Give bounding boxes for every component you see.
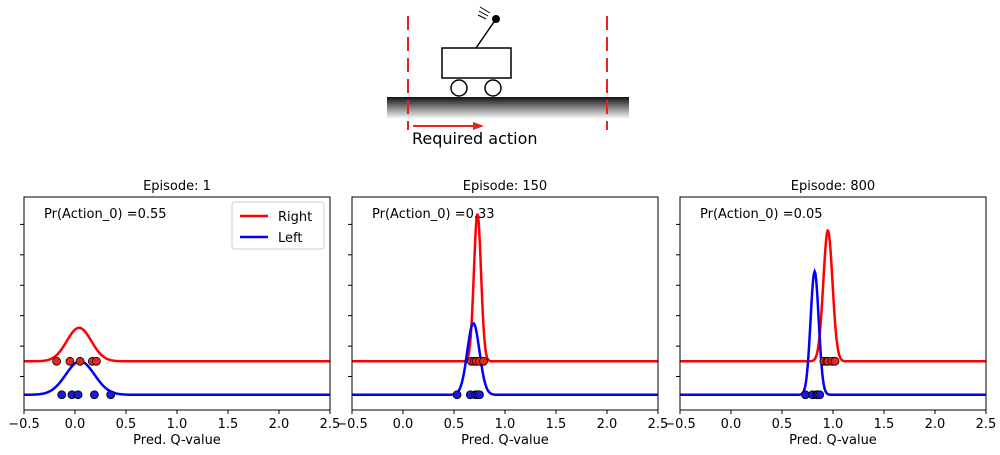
ground (387, 97, 629, 119)
x-tick-label: 2.0 (925, 417, 946, 432)
series-line-right (352, 213, 658, 363)
sample-point-left (106, 390, 116, 400)
x-axis-label: Pred. Q-value (461, 433, 549, 448)
probability-annotation: Pr(Action_0) =0.33 (372, 207, 495, 222)
x-tick-label: 1.0 (823, 417, 844, 432)
legend: Right Left (231, 201, 325, 250)
chart-title: Episode: 150 (463, 179, 547, 194)
cart-body (441, 47, 512, 79)
chart-title: Episode: 800 (791, 179, 875, 194)
chart-panel-3: Episode: 800 −0.5 0.0 0.5 1.0 1.5 2.0 2.5 Pred. … (664, 179, 996, 448)
x-tick-label: 0.5 (116, 417, 137, 432)
sample-point-right (65, 356, 75, 366)
x-tick-label: 1.5 (218, 417, 239, 432)
x-tick-label: 1.0 (495, 417, 516, 432)
x-tick-label: −0.5 (336, 417, 368, 432)
series-line-left (24, 360, 330, 397)
legend-label-right: Right (278, 210, 312, 225)
plot-area (352, 213, 658, 400)
x-tick-label: 0.0 (721, 417, 742, 432)
x-tick-label: −0.5 (664, 417, 696, 432)
chart-panel-1: Episode: 1 −0.5 0.0 0.5 1.0 1.5 2.0 2.5 Pred. Q-… (8, 179, 340, 448)
x-tick-label: 2.0 (269, 417, 290, 432)
series-line-left (680, 267, 986, 397)
pole-tip (492, 15, 500, 23)
sample-point-left (89, 390, 99, 400)
sample-point-left (57, 390, 67, 400)
sample-point-right (92, 356, 101, 366)
sample-point-left (73, 390, 83, 400)
x-axis-label: Pred. Q-value (789, 433, 877, 448)
x-tick-label: 1.5 (546, 417, 567, 432)
sample-point-left (815, 390, 825, 400)
x-tick-label: 2.0 (597, 417, 618, 432)
required-action-arrowhead (473, 122, 484, 130)
chart-title: Episode: 1 (143, 179, 211, 194)
plot-area (24, 326, 330, 400)
x-tick-label: 0.0 (393, 417, 414, 432)
axes-frame (351, 196, 659, 411)
x-tick-label: 1.5 (874, 417, 895, 432)
sample-point-left (475, 390, 484, 400)
series-line-right (24, 326, 330, 363)
series-line-left (352, 321, 658, 397)
legend-label-left: Left (278, 231, 302, 246)
pole (475, 18, 497, 49)
sample-point-right (479, 356, 488, 366)
x-tick-label: 2.5 (648, 417, 669, 432)
x-tick-label: 0.0 (65, 417, 86, 432)
x-axis-label: Pred. Q-value (133, 433, 221, 448)
x-tick-label: 2.5 (976, 417, 997, 432)
charts: Episode: 1 −0.5 0.0 0.5 1.0 1.5 2.0 2.5 Pred. Q-… (8, 179, 996, 448)
probability-annotation: Pr(Action_0) =0.55 (44, 207, 167, 222)
cartpole-illustration: Required action (387, 6, 629, 148)
probability-annotation: Pr(Action_0) =0.05 (700, 207, 823, 222)
x-tick-label: −0.5 (8, 417, 40, 432)
motion-lines-icon (477, 6, 491, 20)
x-tick-label: 0.5 (444, 417, 465, 432)
cart-wheel-left (450, 79, 468, 97)
chart-panel-2: Episode: 150 −0.5 0.0 0.5 1.0 1.5 2.0 2.5 Pred. … (336, 179, 668, 448)
series-line-right (680, 228, 986, 363)
illustration-caption: Required action (412, 129, 538, 148)
x-tick-label: 1.0 (167, 417, 188, 432)
sample-point-right (75, 356, 85, 366)
sample-point-left (452, 390, 462, 400)
plot-area (680, 228, 986, 400)
sample-point-right (52, 356, 62, 366)
x-tick-label: 2.5 (320, 417, 341, 432)
x-tick-label: 0.5 (772, 417, 793, 432)
cart-wheel-right (484, 79, 502, 97)
sample-point-right (830, 356, 840, 366)
